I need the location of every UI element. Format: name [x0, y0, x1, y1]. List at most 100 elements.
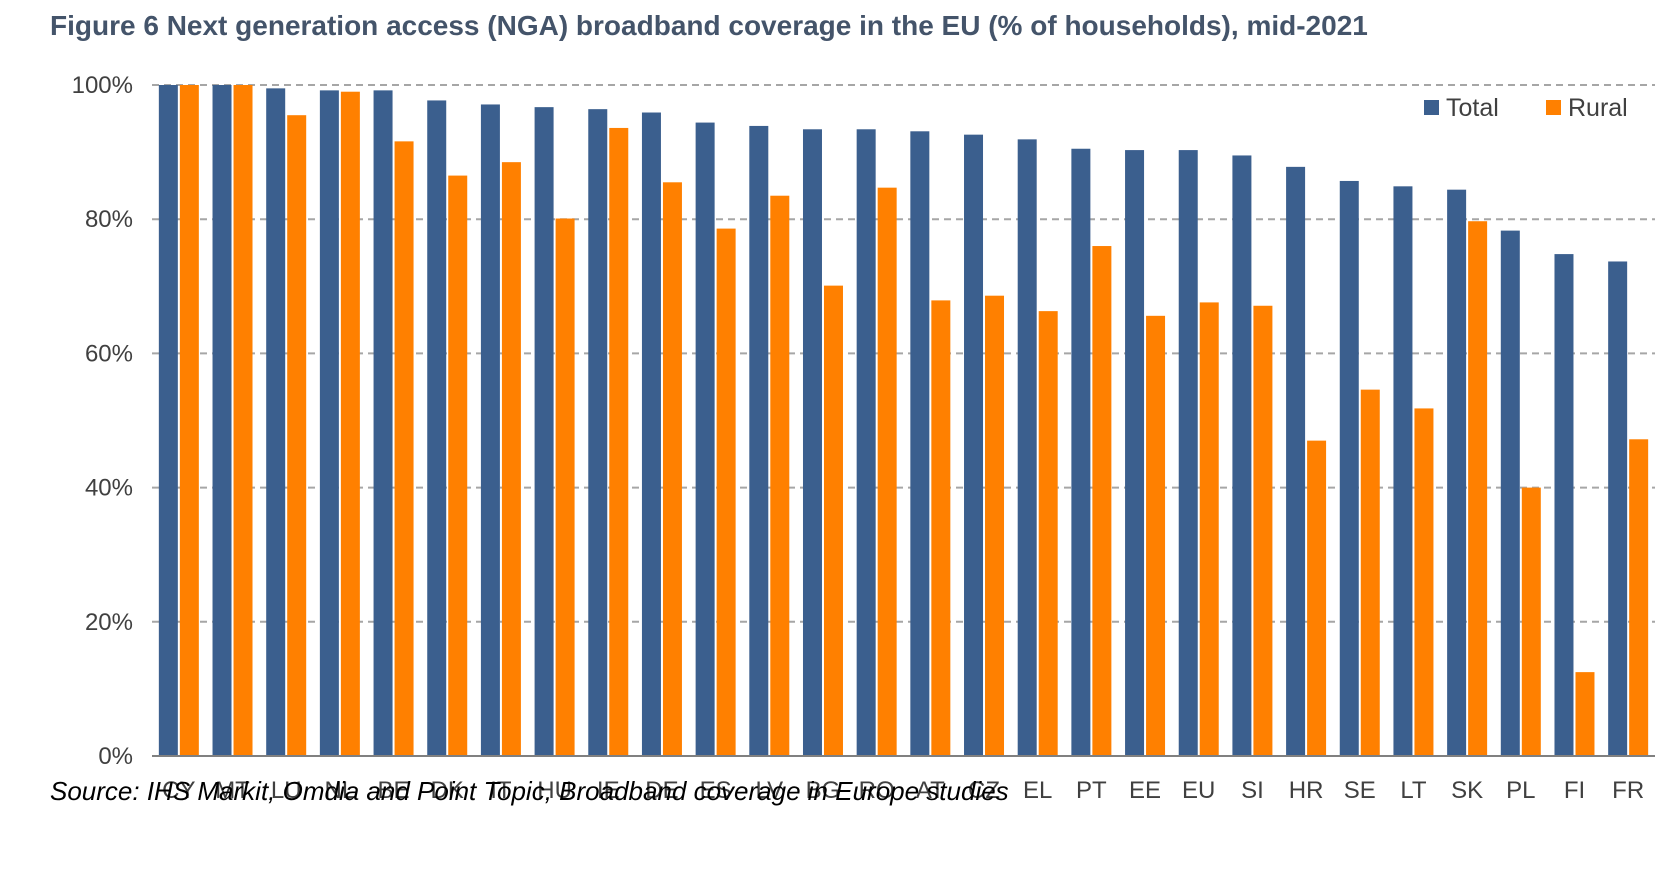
bar-rural [1521, 487, 1541, 756]
legend-label-total: Total [1446, 94, 1499, 122]
x-tick-label: BG [806, 777, 841, 804]
y-tick-label: 80% [85, 206, 133, 233]
x-tick-label: PT [1076, 777, 1107, 804]
bar-rural [448, 175, 468, 756]
bar-rural [823, 285, 843, 756]
y-tick-label: 60% [85, 340, 133, 367]
bar-total [1500, 230, 1520, 756]
x-axis-tick-labels: CY MT LU NL BE DK IT HU IE DE ES LV BG RO AT CZ EL PT EE EU… [162, 777, 1644, 804]
x-tick-label: ES [700, 777, 732, 804]
bar-total [964, 134, 984, 757]
bar-rural [1414, 408, 1434, 756]
legend-label-rural: Rural [1568, 94, 1628, 122]
bar-total [1554, 254, 1574, 757]
x-tick-label: LU [271, 777, 302, 804]
bar-total [158, 85, 178, 756]
bar-rural [179, 85, 199, 756]
bar-rural [1199, 302, 1219, 756]
x-tick-label: FR [1612, 777, 1644, 804]
bar-total [373, 90, 393, 757]
bar-total [910, 131, 930, 756]
x-tick-label: EU [1182, 777, 1215, 804]
bar-rural [1468, 221, 1488, 756]
bars [158, 85, 1649, 757]
x-tick-label: LT [1400, 777, 1427, 804]
x-tick-label: RO [859, 777, 895, 804]
bar-rural [931, 300, 951, 756]
bar-rural [1146, 315, 1166, 756]
x-tick-label: DE [645, 777, 678, 804]
x-tick-label: LV [756, 777, 784, 804]
bar-total [212, 85, 232, 756]
bar-rural [609, 127, 629, 757]
bar-total [427, 100, 447, 757]
bar-rural [1360, 389, 1380, 756]
legend-swatch-total [1424, 100, 1439, 115]
x-tick-label: PL [1506, 777, 1535, 804]
x-tick-label: CZ [968, 777, 1000, 804]
legend-swatch-rural [1546, 100, 1561, 115]
bar-rural [233, 85, 253, 756]
bar-total [319, 90, 339, 757]
bar-total [1125, 150, 1145, 756]
x-tick-label: IE [597, 777, 620, 804]
x-tick-label: FI [1564, 777, 1585, 804]
x-tick-label: HU [537, 777, 572, 804]
bar-rural [501, 162, 521, 757]
x-tick-label: IT [490, 777, 512, 804]
bar-total [695, 122, 715, 757]
x-tick-label: CY [162, 777, 195, 804]
y-tick-label: 0% [98, 743, 133, 770]
x-tick-label: NL [325, 777, 356, 804]
bar-rural [1092, 246, 1112, 757]
bar-rural [716, 228, 736, 756]
legend: Total Rural [1424, 94, 1628, 122]
bar-total [1232, 155, 1252, 756]
bar-total [856, 129, 876, 756]
bar-total [1339, 180, 1359, 756]
bar-rural [1629, 439, 1649, 756]
x-tick-label: EE [1129, 777, 1161, 804]
x-tick-label: SE [1344, 777, 1376, 804]
x-tick-label: SK [1451, 777, 1483, 804]
bar-total [1071, 148, 1091, 756]
bar-total [1178, 150, 1198, 756]
x-tick-label: AT [916, 777, 945, 804]
y-tick-label: 20% [85, 609, 133, 636]
bar-rural [985, 295, 1005, 756]
bar-total [534, 107, 554, 756]
bar-total [1017, 139, 1037, 756]
bar-rural [287, 115, 307, 756]
y-tick-label: 40% [85, 475, 133, 502]
x-tick-label: BE [378, 777, 410, 804]
bar-rural [662, 182, 682, 757]
bar-total [1447, 189, 1467, 756]
bar-total [480, 104, 500, 757]
bar-rural [1038, 311, 1058, 756]
bar-total [641, 112, 661, 757]
bar-total [266, 88, 286, 757]
bar-total [1286, 166, 1306, 756]
source-note: Source: IHS Markit, Omdia and Point Topi… [50, 776, 1009, 806]
x-tick-label: SI [1241, 777, 1264, 804]
x-tick-label: HR [1289, 777, 1324, 804]
bar-total [588, 109, 608, 756]
y-axis-tick-labels: 0% 20% 40% 60% 80% 100% [72, 72, 133, 770]
page-title: Figure 6 Next generation access (NGA) br… [50, 10, 1368, 41]
bar-rural [1307, 440, 1327, 756]
x-tick-label: MT [215, 777, 250, 804]
bar-rural [770, 195, 790, 757]
bar-rural [1575, 672, 1595, 756]
y-tick-label: 100% [72, 72, 133, 99]
bar-rural [340, 91, 360, 756]
bar-rural [394, 141, 414, 756]
x-tick-label: DK [431, 777, 464, 804]
bar-total [1393, 186, 1413, 757]
bar-total [1608, 261, 1628, 756]
x-tick-label: EL [1023, 777, 1052, 804]
bar-rural [1253, 305, 1273, 756]
bar-total [802, 129, 822, 756]
bar-total [749, 125, 769, 756]
bar-rural [555, 218, 575, 757]
